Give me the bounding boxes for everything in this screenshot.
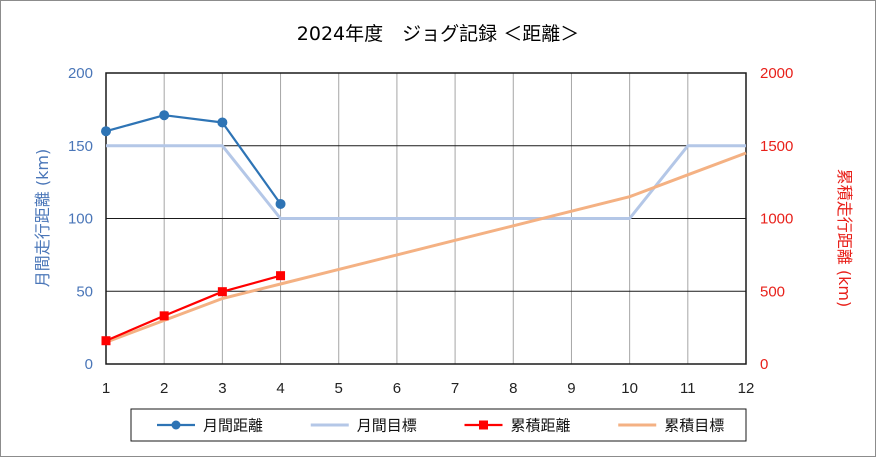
y-axis-left-tick-label: 100 <box>68 211 93 228</box>
legend-swatch-marker <box>479 420 488 430</box>
series-2-point <box>217 287 227 297</box>
y-axis-left-tick-label: 150 <box>68 138 93 155</box>
legend-swatch-marker <box>171 420 181 430</box>
legend-item-label: 累積距離 <box>511 417 571 435</box>
series-2-point <box>101 336 111 346</box>
series-0-line <box>105 114 282 205</box>
series-2-line <box>105 274 281 342</box>
legend: 月間距離 月間目標 累積距離 累積目標 <box>130 408 747 442</box>
x-axis-tick-label: 10 <box>621 380 638 397</box>
series-2-point <box>159 311 169 321</box>
x-axis-tick-label: 5 <box>335 380 343 397</box>
y-axis-left-tick-label: 50 <box>76 283 93 300</box>
x-axis-tick-label: 8 <box>509 380 517 397</box>
x-axis-tick-label: 11 <box>680 380 696 397</box>
x-axis-tick-label: 3 <box>218 380 226 397</box>
chart-title: 2024年度 ジョグ記録 ＜距離＞ <box>297 23 579 45</box>
legend-item-label: 月間距離 <box>203 417 263 435</box>
y-axis-right-tick-label: 1500 <box>760 138 793 155</box>
y-axis-left-label: 月間走行距離 (km) <box>33 149 52 287</box>
y-axis-right-tick-label: 0 <box>760 356 768 373</box>
series-0-point <box>217 117 228 128</box>
x-axis-tick-label: 6 <box>393 380 401 397</box>
y-axis-right-tick-label: 500 <box>760 283 785 300</box>
x-axis-tick-label: 1 <box>102 380 110 397</box>
y-axis-right-label: 累積走行距離 (km) <box>835 169 854 307</box>
plot-border <box>105 72 747 365</box>
y-axis-left-tick-label: 200 <box>68 65 93 82</box>
legend-item-label: 月間目標 <box>357 417 417 435</box>
series-0-point <box>101 126 111 137</box>
series-3-line <box>105 151 747 344</box>
series-1-line <box>106 144 746 220</box>
series-0-point <box>275 198 286 209</box>
x-axis-tick-label: 4 <box>276 380 284 397</box>
series-2-point <box>276 271 286 281</box>
x-axis-tick-label: 12 <box>738 380 755 397</box>
y-axis-left-tick-label: 0 <box>85 356 93 373</box>
x-axis-tick-label: 7 <box>451 380 459 397</box>
x-axis-tick-label: 2 <box>160 380 168 397</box>
y-axis-right-tick-label: 1000 <box>760 211 793 228</box>
x-axis-tick-label: 9 <box>567 380 575 397</box>
series-0-point <box>159 110 170 121</box>
legend-item-label: 累積目標 <box>664 417 724 435</box>
y-axis-right-tick-label: 2000 <box>760 65 793 82</box>
